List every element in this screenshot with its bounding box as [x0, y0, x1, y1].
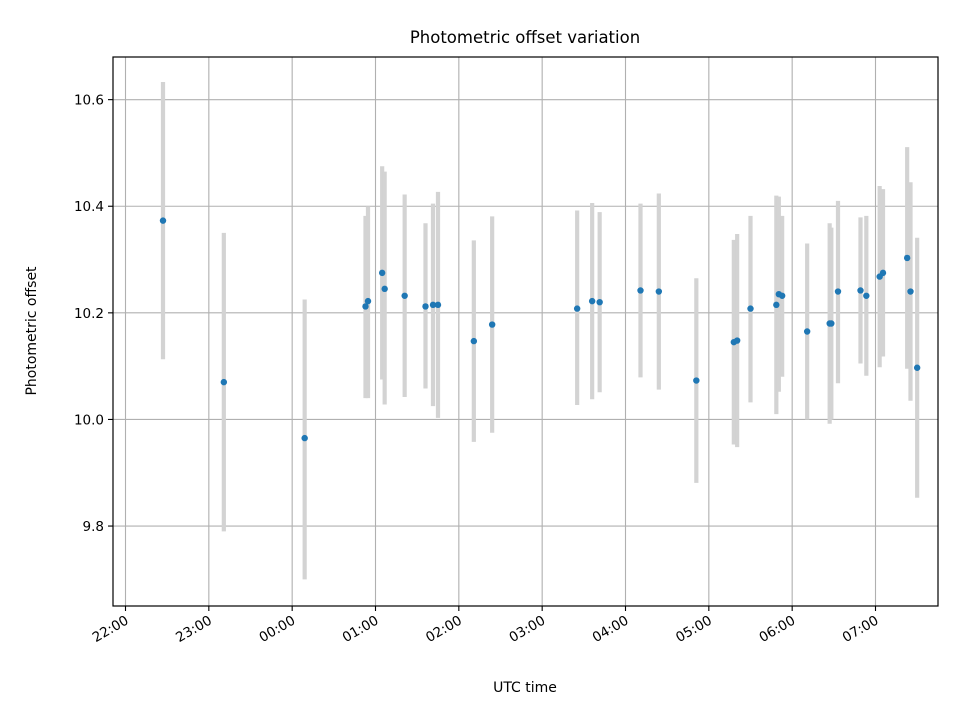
data-point: [159, 217, 167, 224]
data-point: [381, 285, 388, 293]
data-point: [863, 292, 870, 299]
chart-title: Photometric offset variation: [410, 28, 640, 47]
y-axis-ticks: 9.8 10.0 10.2 10.4 10.6: [74, 93, 113, 535]
data-point: [301, 434, 308, 442]
data-point: [913, 364, 921, 371]
y-tick-label: 10.0: [74, 412, 104, 428]
data-point: [655, 288, 663, 295]
data-point: [879, 269, 887, 277]
data-point: [470, 337, 478, 345]
y-tick-label: 10.6: [74, 93, 104, 109]
data-point: [803, 328, 811, 335]
grid-lines: [113, 57, 938, 606]
data-point: [857, 287, 864, 294]
data-point: [747, 305, 754, 312]
y-tick-label: 10.4: [74, 199, 104, 215]
data-points: [159, 217, 921, 442]
data-point: [596, 298, 603, 306]
data-point: [364, 297, 372, 305]
data-point: [434, 301, 442, 309]
data-point: [828, 320, 835, 327]
data-point: [773, 301, 780, 309]
data-point: [488, 321, 496, 328]
data-point: [907, 288, 914, 295]
data-point: [429, 301, 437, 309]
data-point: [903, 254, 911, 262]
y-axis-label: Photometric offset: [24, 266, 40, 396]
data-point: [401, 292, 408, 299]
data-point: [637, 287, 644, 294]
data-point: [422, 303, 429, 310]
data-point: [834, 288, 842, 295]
plot-frame: [112, 56, 939, 607]
data-point: [362, 303, 369, 310]
x-axis-label: UTC time: [493, 680, 557, 696]
y-tick-label: 10.2: [74, 306, 104, 322]
data-point: [733, 337, 741, 344]
data-point: [588, 297, 596, 305]
data-point: [693, 377, 700, 384]
data-point: [778, 292, 786, 299]
data-point: [378, 269, 386, 277]
y-tick-label: 9.8: [83, 519, 104, 535]
data-point: [220, 378, 228, 386]
data-point: [573, 305, 581, 312]
